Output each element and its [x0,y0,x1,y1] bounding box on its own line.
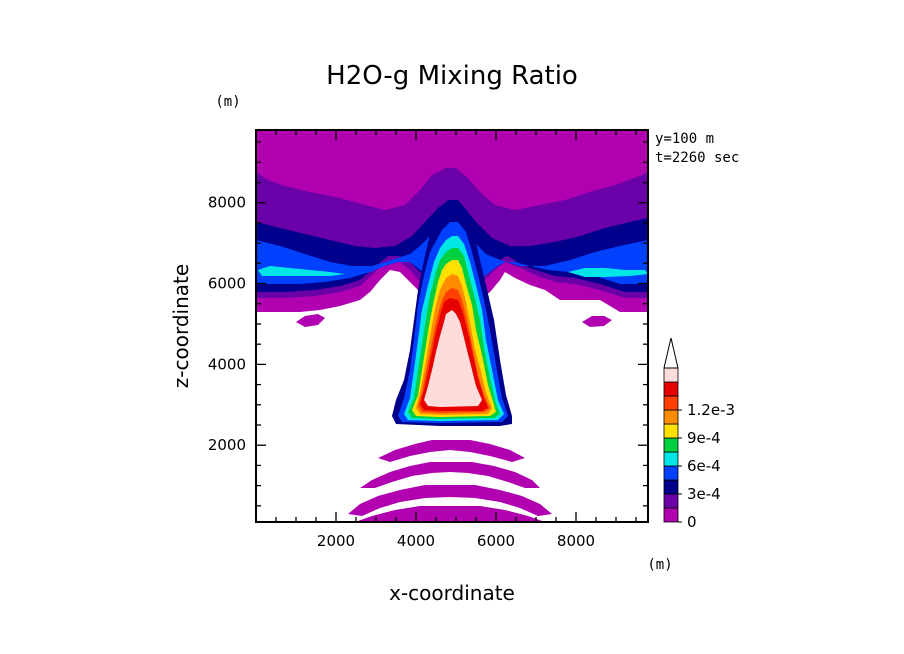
axis-ticks [256,130,648,522]
colorbar: 0 3e-4 6e-4 9e-4 1.2e-3 [663,337,735,531]
colorbar-segment [663,381,679,397]
y-tick-label: 6000 [208,275,246,293]
x-tick-label: 2000 [317,532,355,550]
x-tick-labels: 2000 4000 6000 8000 [317,532,595,550]
colorbar-tick-label: 3e-4 [687,485,721,503]
colorbar-segment [663,409,679,425]
colorbar-segment [663,395,679,411]
x-axis-label: x-coordinate [389,581,515,605]
colorbar-segment [663,451,679,467]
colorbar-tick-label: 0 [687,513,697,531]
x-unit-label: (m) [647,557,672,573]
colorbar-segment [663,367,679,383]
colorbar-segment [663,493,679,509]
contour-blob-right [582,316,612,327]
y-tick-label: 4000 [208,355,246,373]
y-tick-label: 2000 [208,436,246,454]
plot-frame [255,129,649,523]
colorbar-segment [663,507,679,523]
info-y-position: y=100 m [655,131,714,147]
contour-lower-arch-3 [348,485,552,516]
colorbar-tick-label: 9e-4 [687,429,721,447]
contour-field [256,130,648,522]
contour-level-4-streak-right [568,268,648,277]
y-axis-label: z-coordinate [169,264,193,388]
colorbar-tick-label: 6e-4 [687,457,721,475]
chart-title: H2O-g Mixing Ratio [326,61,578,91]
contour-lower-arch-1 [378,440,525,462]
colorbar-segment [663,479,679,495]
contour-level-4-streak-left [258,266,345,276]
plume-level-10 [424,310,482,407]
plot-area [255,129,649,523]
contour-blob-left [296,314,325,327]
colorbar-tick-label: 1.2e-3 [687,401,735,419]
x-tick-label: 4000 [397,532,435,550]
x-tick-label: 6000 [477,532,515,550]
y-tick-label: 8000 [208,194,246,212]
colorbar-segment [663,423,679,439]
colorbar-segment [663,437,679,453]
contour-lower-arch-2 [360,462,540,488]
info-time: t=2260 sec [655,150,739,166]
y-tick-labels: 2000 4000 6000 8000 [208,194,246,454]
x-tick-label: 8000 [557,532,595,550]
colorbar-extend-arrow [663,337,679,369]
colorbar-segment [663,465,679,481]
y-unit-label: (m) [215,94,240,110]
